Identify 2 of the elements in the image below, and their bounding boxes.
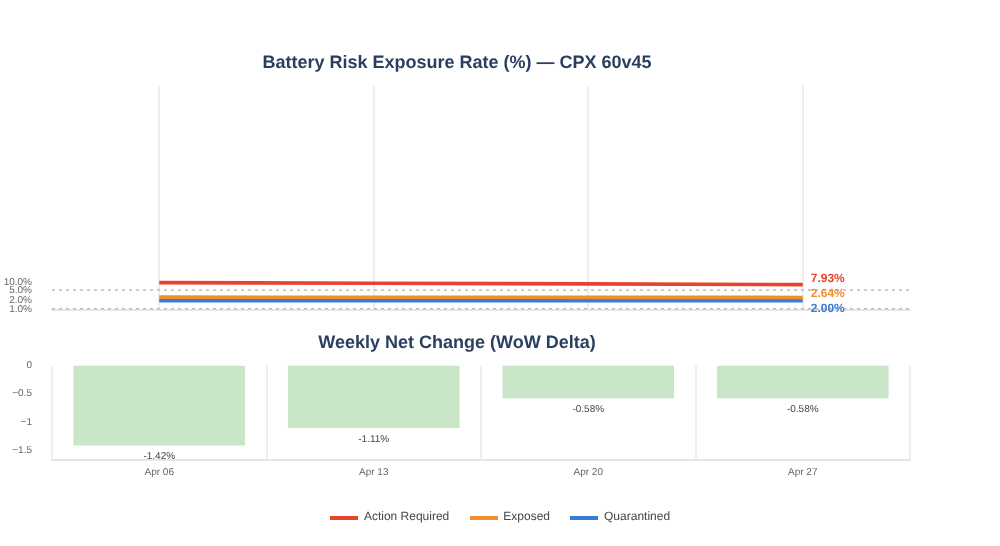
chart-title: Battery Risk Exposure Rate (%) — CPX 60v45 — [262, 51, 652, 72]
chart-title: Weekly Net Change (WoW Delta) — [318, 331, 596, 352]
